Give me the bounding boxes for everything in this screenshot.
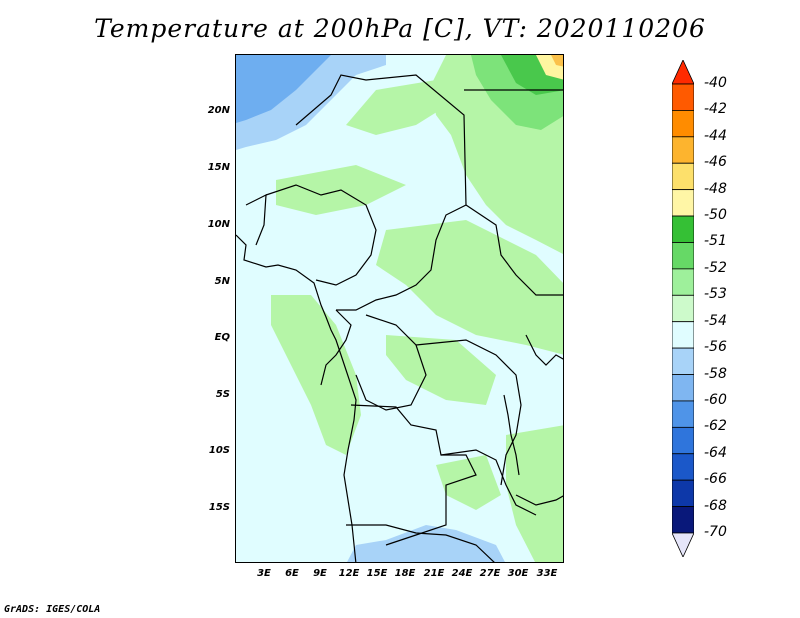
legend-label: -53: [704, 286, 727, 303]
coastline-west: [236, 234, 357, 562]
map-area: [235, 54, 564, 563]
legend-swatch: [672, 347, 694, 375]
field-green-streak-north: [346, 80, 456, 135]
lat-label-15s: 15S: [208, 502, 230, 513]
lat-label-eq: EQ: [214, 332, 230, 343]
legend-arrow-top: [672, 60, 694, 85]
lon-label-21e: 21E: [423, 568, 445, 579]
field-green-central-band: [376, 220, 563, 355]
legend-swatch: [672, 426, 694, 455]
lon-label-27e: 27E: [479, 568, 501, 579]
border-lake-tanganyika: [503, 394, 520, 476]
temperature-field-map: [236, 55, 563, 562]
legend-label: -40: [704, 75, 727, 91]
field-green-southeast: [506, 425, 563, 562]
border-west-inland: [245, 193, 267, 246]
legend-swatch: [672, 110, 694, 138]
border-drc-east: [415, 339, 522, 486]
border-zambia: [440, 449, 537, 516]
field-blue-south: [347, 525, 505, 562]
legend-label: -46: [704, 154, 727, 171]
legend-swatch: [672, 453, 694, 481]
legend-swatch: [672, 479, 694, 507]
legend-label: -70: [704, 524, 727, 540]
legend-label: -58: [704, 365, 727, 382]
legend-swatch: [672, 268, 694, 296]
lon-label-30e: 30E: [507, 568, 529, 579]
legend-swatch: [672, 374, 694, 402]
legend-label: -68: [704, 497, 727, 514]
country-borders: [236, 74, 563, 562]
legend-swatch: [672, 189, 694, 217]
lat-label-10n: 10N: [207, 219, 230, 230]
legend-label: -62: [704, 418, 727, 435]
lon-label-6e: 6E: [285, 568, 299, 579]
lat-label-20n: 20N: [207, 105, 230, 116]
legend-label: -54: [704, 312, 727, 329]
field-orange-corner: [551, 55, 563, 67]
legend-label: -56: [704, 339, 727, 356]
legend-label: -60: [704, 391, 727, 408]
border-southern: [346, 524, 495, 562]
field-green-east-patch: [436, 455, 501, 510]
legend-label: -44: [704, 127, 727, 144]
border-congo-drc: [355, 314, 427, 411]
border-cameroon: [320, 309, 352, 386]
lon-label-33e: 33E: [536, 568, 558, 579]
lat-label-5s: 5S: [215, 389, 230, 400]
legend-swatch: [672, 294, 694, 323]
border-nigeria: [265, 184, 377, 286]
lon-label-9e: 9E: [313, 568, 327, 579]
color-legend: [672, 60, 694, 557]
lon-label-15e: 15E: [366, 568, 388, 579]
field-green-lake-region: [386, 335, 496, 405]
border-sahara-north: [295, 74, 467, 311]
map-title: Temperature at 200hPa [C], VT: 202011020…: [94, 14, 706, 43]
lon-label-18e: 18E: [394, 568, 416, 579]
lat-label-10s: 10S: [208, 445, 230, 456]
legend-label: -50: [704, 207, 727, 224]
legend-swatch: [672, 242, 694, 270]
legend-swatch: [672, 136, 694, 164]
border-chad-sudan: [465, 204, 563, 296]
lon-label-24e: 24E: [451, 568, 473, 579]
legend-swatch: [672, 506, 694, 534]
legend-label: -51: [704, 233, 727, 250]
legend-swatch: [672, 215, 694, 243]
border-angola: [350, 404, 477, 546]
legend-swatch: [672, 162, 694, 191]
lat-label-5n: 5N: [214, 276, 230, 287]
border-mozambique: [515, 494, 563, 506]
field-green-west-coast: [271, 295, 361, 455]
legend-label: -64: [704, 444, 727, 461]
legend-swatch: [672, 400, 694, 428]
lon-label-3e: 3E: [257, 568, 271, 579]
legend-swatch: [672, 83, 694, 111]
grads-credit: GrADS: IGES/COLA: [4, 604, 101, 615]
color-legend-bar: [672, 60, 694, 557]
legend-label: -66: [704, 471, 727, 488]
legend-label: -42: [704, 101, 727, 118]
lat-label-15n: 15N: [207, 162, 230, 173]
legend-arrow-bottom: [672, 532, 694, 557]
border-east-africa: [525, 334, 563, 366]
legend-swatch: [672, 321, 694, 349]
legend-label: -48: [704, 180, 727, 197]
field-blue-medium-north: [236, 55, 331, 123]
legend-label: -52: [704, 259, 727, 276]
lon-label-12e: 12E: [338, 568, 360, 579]
